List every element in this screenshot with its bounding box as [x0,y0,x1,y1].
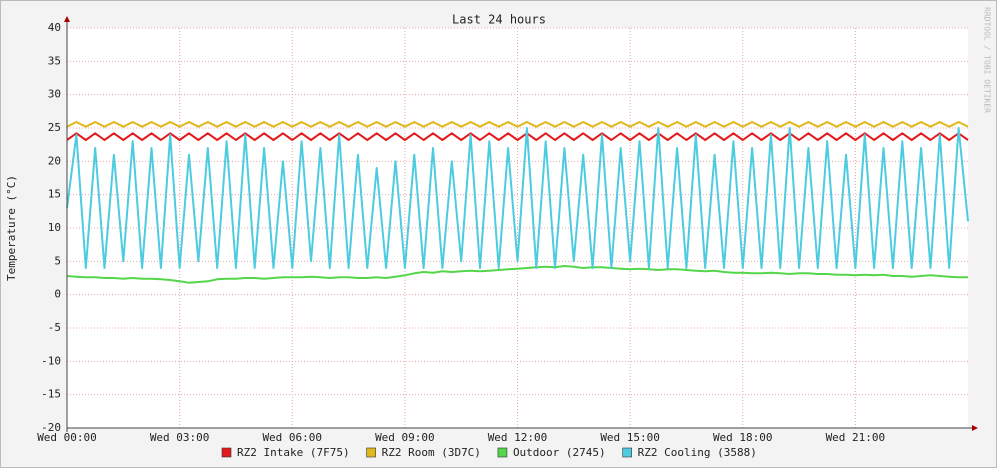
legend-label: Outdoor (2745) [513,446,606,459]
x-tick-label: Wed 00:00 [37,431,97,444]
x-tick-label: Wed 09:00 [375,431,435,444]
y-tick-label: -15 [41,388,61,401]
y-tick-label: 10 [48,221,61,234]
x-tick-label: Wed 12:00 [488,431,548,444]
watermark: RRDTOOL / TOBI OETIKER [983,7,992,113]
x-tick-label: Wed 18:00 [713,431,773,444]
legend-label: RZ2 Room (3D7C) [382,446,481,459]
y-tick-label: 0 [54,288,61,301]
y-arrow [64,16,70,22]
series-line [66,132,969,141]
y-tick-label: 20 [48,154,61,167]
x-tick-label: Wed 06:00 [262,431,322,444]
legend-label: RZ2 Intake (7F75) [237,446,350,459]
legend-swatch [221,447,232,458]
y-tick-label: 40 [48,21,61,34]
series-line [66,127,969,269]
y-tick-label: 25 [48,121,61,134]
series-line [66,265,968,284]
legend-swatch [497,447,508,458]
y-tick-label: 5 [54,254,61,267]
y-tick-label: 30 [48,88,61,101]
y-tick-label: -10 [41,354,61,367]
legend: RZ2 Intake (7F75) RZ2 Room (3D7C) Outdoor … [221,446,757,459]
y-tick-label: -5 [48,321,61,334]
x-arrow [972,425,978,431]
series-line [66,121,969,128]
y-tick-label: 15 [48,188,61,201]
legend-swatch [366,447,376,458]
x-tick-label: Wed 15:00 [600,431,660,444]
x-tick-label: Wed 03:00 [150,431,210,444]
legend-label: RZ2 Cooling (3588) [638,446,757,459]
lines [66,121,969,284]
y-axis-label: Temperature (°C) [5,175,18,281]
y-tick-label: -20 [41,421,61,434]
y-tick-label: 35 [48,54,61,67]
x-tick-label: Wed 21:00 [826,431,886,444]
legend-swatch [622,447,632,458]
chart-title: Last 24 hours [452,13,546,27]
